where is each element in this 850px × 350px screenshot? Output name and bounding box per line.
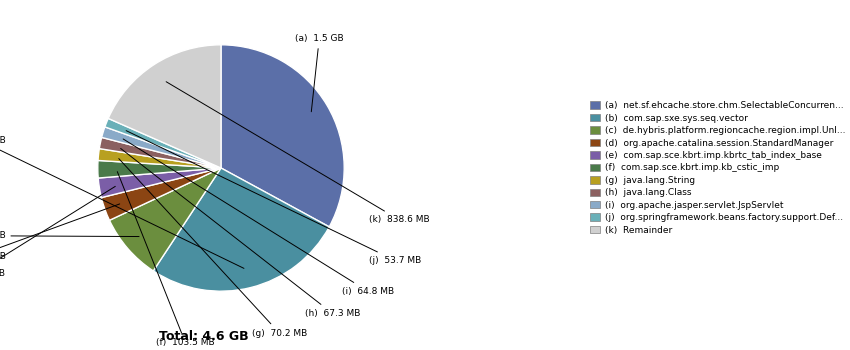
- Text: (i)  64.8 MB: (i) 64.8 MB: [123, 139, 394, 296]
- Text: (g)  70.2 MB: (g) 70.2 MB: [119, 159, 307, 338]
- Wedge shape: [98, 160, 221, 178]
- Wedge shape: [99, 168, 221, 198]
- Text: (b)  1.2 GB: (b) 1.2 GB: [0, 136, 244, 268]
- Text: (f)  103.5 MB: (f) 103.5 MB: [117, 172, 215, 348]
- Text: (j)  53.7 MB: (j) 53.7 MB: [126, 131, 421, 265]
- Wedge shape: [110, 168, 221, 271]
- Wedge shape: [98, 149, 221, 168]
- Wedge shape: [105, 118, 221, 168]
- Text: (e)  116.8 MB: (e) 116.8 MB: [0, 186, 116, 279]
- Text: (h)  67.3 MB: (h) 67.3 MB: [121, 148, 360, 318]
- Legend: (a)  net.sf.ehcache.store.chm.SelectableConcurren..., (b)  com.sap.sxe.sys.seq.v: (a) net.sf.ehcache.store.chm.SelectableC…: [590, 102, 846, 235]
- Wedge shape: [101, 168, 221, 220]
- Wedge shape: [102, 127, 221, 168]
- Text: (d)  142.1 MB: (d) 142.1 MB: [0, 204, 120, 261]
- Wedge shape: [221, 45, 344, 227]
- Wedge shape: [99, 138, 221, 168]
- Text: Total: 4.6 GB: Total: 4.6 GB: [159, 330, 249, 343]
- Text: (k)  838.6 MB: (k) 838.6 MB: [166, 82, 429, 224]
- Wedge shape: [108, 45, 221, 168]
- Text: (c)  399 MB: (c) 399 MB: [0, 231, 139, 240]
- Text: (a)  1.5 GB: (a) 1.5 GB: [295, 34, 343, 112]
- Wedge shape: [153, 168, 329, 291]
